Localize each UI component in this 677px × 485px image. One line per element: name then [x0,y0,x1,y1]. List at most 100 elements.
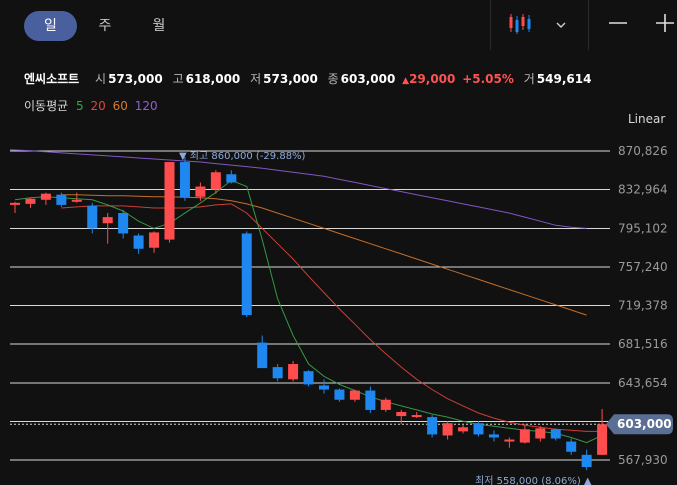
candle-body [349,390,360,400]
candlestick-icon[interactable] [508,12,534,36]
candle-body [427,417,438,435]
candle [133,233,144,254]
ma-120-line [9,149,587,229]
candle-body [118,213,129,234]
current-price-badge [606,414,673,435]
candle [334,388,345,402]
moving-average-title: 이동평균 [24,99,69,113]
candle-body [272,367,283,379]
close-value: 603,000 [340,72,396,86]
candle-body [10,202,20,205]
change-value: 29,000 [409,72,456,86]
candle-body [519,429,530,443]
candle-body [442,423,453,436]
candle-body [179,162,190,198]
low-annotation: 최저 558,000 (8.06%) ▲ [475,475,592,485]
ma-20-label: 20 [90,99,106,113]
candle [56,192,67,207]
candle-body [241,233,252,316]
current-price-label: 603,000 [617,417,672,431]
high-label: 고 [172,72,184,86]
stock-name: 엔씨소프트 [24,72,80,86]
candle-body [488,434,499,438]
low-value: 573,000 [263,72,318,86]
candle-body [504,439,515,442]
period-day-tab[interactable]: 일 [24,11,77,41]
candle-body [411,415,422,418]
high-annotation: ▼ 최고 860,000 (-29.88%) [179,150,306,162]
moving-average-legend[interactable]: 이동평균 5 20 60 120 [24,97,158,114]
candle-body [566,441,577,452]
candle [210,170,221,194]
y-tick-label: 832,964 [618,183,668,197]
candle [272,364,283,382]
toolbar-divider [490,0,491,50]
candle [442,421,453,440]
ma-5-line [14,179,603,444]
candle [427,415,438,438]
period-week-tab[interactable]: 주 [98,18,112,34]
period-month-tab[interactable]: 월 [152,18,166,34]
plus-icon[interactable] [655,12,675,34]
candle [550,428,561,441]
candle [288,360,299,382]
candle [365,386,376,414]
minus-icon[interactable] [608,15,628,31]
candle [10,201,20,214]
candle [118,209,129,239]
close-label: 종 [327,72,339,86]
candle-body [195,186,206,197]
candle-body [319,385,329,390]
candle [504,437,515,448]
candle-body [303,371,314,385]
y-tick-label: 681,516 [618,337,668,351]
candle-body [288,364,299,380]
candle [597,408,608,455]
candle [566,438,577,455]
candle [319,379,329,394]
scale-mode-toggle[interactable]: Linear [628,112,666,126]
candle [71,192,82,203]
toolbar-divider [588,0,589,50]
candle-body [380,399,391,410]
candle [257,335,268,369]
candle [473,421,484,437]
candle-body [597,424,608,455]
low-label: 저 [250,72,262,86]
candle-body [40,193,51,200]
open-label: 시 [95,72,107,86]
ma-20-line [61,203,603,432]
candle-body [581,454,592,468]
candle [40,192,51,205]
candle [380,397,391,412]
candle [411,411,422,419]
ma-120-label: 120 [134,99,158,113]
open-value: 573,000 [108,72,163,86]
candle-body [535,428,546,439]
chevron-down-icon[interactable] [555,15,567,28]
change-percent: +5.05% [462,72,514,86]
candle-body [71,199,82,202]
candle [581,449,592,471]
candle [87,202,98,234]
ma-5-label: 5 [76,99,84,113]
y-tick-label: 795,102 [618,221,668,235]
candle-body [396,411,407,417]
y-tick-label: 719,378 [618,299,668,313]
candle [195,182,206,201]
y-tick-label: 643,654 [618,376,668,390]
candle [458,424,469,434]
toolbar: 일 주 월 [0,0,677,52]
y-tick-label: 567,930 [618,453,668,467]
candle [535,426,546,442]
candle [149,231,160,253]
volume-label: 거 [523,72,535,86]
candle-body [25,198,36,204]
candle [396,409,407,425]
candle-body [56,194,67,205]
candle [179,156,190,201]
candle [349,389,360,402]
candle-body [87,205,98,229]
candle [226,170,237,184]
